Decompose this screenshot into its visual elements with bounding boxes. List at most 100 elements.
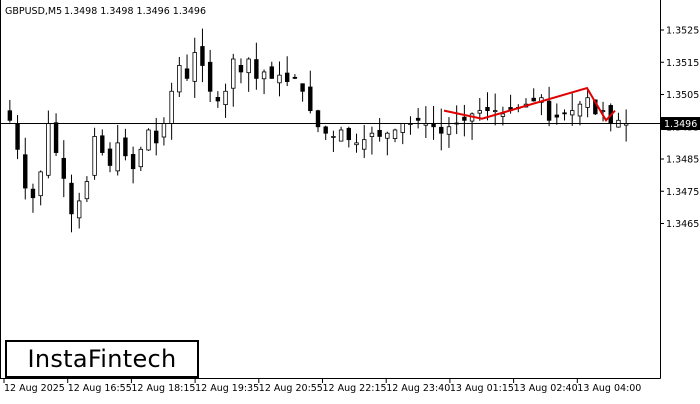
candle xyxy=(84,176,90,203)
candle-body xyxy=(138,148,144,168)
x-tick-label: 12 Aug 2025 xyxy=(4,383,65,394)
candle-body xyxy=(531,97,536,102)
candle xyxy=(331,130,336,152)
symbol-label: GBPUSD,M5 xyxy=(5,6,62,17)
candle-body xyxy=(284,72,290,82)
candle-body xyxy=(169,90,174,124)
candle xyxy=(415,108,421,129)
candle xyxy=(570,93,575,126)
candle-body xyxy=(392,129,398,139)
candle xyxy=(377,118,382,142)
candle-body xyxy=(15,123,20,150)
candle xyxy=(23,137,28,200)
current-price-tag xyxy=(661,117,700,131)
x-tick-label: 13 Aug 02:40 xyxy=(514,383,578,394)
candle-body xyxy=(30,188,36,199)
x-tick-label: 12 Aug 20:55 xyxy=(259,383,323,394)
candle-body xyxy=(261,71,267,80)
candle-body xyxy=(69,182,74,215)
candle-body xyxy=(130,154,136,170)
candle-body xyxy=(439,126,444,134)
y-tick-label: 1.3525 xyxy=(666,26,699,37)
candle-body xyxy=(338,129,344,142)
candle-body xyxy=(369,132,375,137)
candle xyxy=(346,126,352,148)
candle xyxy=(177,56,182,98)
ohlc-values: 1.3498 1.3498 1.3496 1.3496 xyxy=(64,6,206,17)
candle-body xyxy=(92,136,97,176)
candle-body xyxy=(562,112,567,115)
x-tick-label: 13 Aug 01:15 xyxy=(450,383,514,394)
candle-body xyxy=(231,58,236,89)
candle-body xyxy=(362,139,367,150)
y-tick-label: 1.3505 xyxy=(666,90,699,101)
candle xyxy=(192,37,197,98)
candle-body xyxy=(7,110,13,121)
candle-body xyxy=(246,58,251,74)
candle xyxy=(300,83,305,102)
candle xyxy=(30,183,36,213)
candle-body xyxy=(354,142,359,146)
candle xyxy=(277,61,282,97)
candle-body xyxy=(492,110,498,113)
current-price-label: 1.3496 xyxy=(664,119,697,130)
candle-body xyxy=(38,171,43,197)
candle xyxy=(338,126,344,142)
candle-body xyxy=(415,117,421,121)
candle xyxy=(184,54,190,81)
candle xyxy=(215,91,221,108)
candle-body xyxy=(154,130,159,144)
candle-body xyxy=(61,157,66,179)
candle xyxy=(7,99,13,123)
candle xyxy=(577,101,583,126)
candle-body xyxy=(331,136,336,138)
candle-body xyxy=(269,66,274,79)
candle-body xyxy=(84,181,90,200)
candle xyxy=(546,86,552,127)
candle-body xyxy=(485,106,490,112)
candle xyxy=(492,93,498,126)
candle-body xyxy=(577,103,583,117)
candle-body xyxy=(346,127,352,141)
y-tick-label: 1.3475 xyxy=(666,187,699,198)
candle xyxy=(115,124,120,176)
x-tick-label: 12 Aug 23:40 xyxy=(386,383,450,394)
candle xyxy=(92,127,97,180)
brand-logo: InstaFintech xyxy=(5,340,199,378)
candle xyxy=(38,170,43,206)
candle xyxy=(138,146,144,172)
candle-body xyxy=(100,135,105,153)
candle-body xyxy=(146,129,151,151)
candle-body xyxy=(315,110,321,128)
candle-body xyxy=(184,68,190,79)
candle-body xyxy=(23,154,28,189)
candle xyxy=(292,74,298,80)
candle xyxy=(154,117,159,156)
candle xyxy=(308,70,313,114)
candle-body xyxy=(254,59,259,79)
candle-body xyxy=(292,76,298,79)
candle xyxy=(354,133,359,153)
candle xyxy=(223,83,228,118)
candle xyxy=(146,128,151,151)
candle-body xyxy=(554,114,560,118)
pattern-overlay xyxy=(443,86,616,122)
candle-body xyxy=(53,122,59,153)
candle xyxy=(130,146,136,184)
candle xyxy=(462,104,467,137)
candle xyxy=(123,128,128,161)
candle xyxy=(254,42,259,90)
candle xyxy=(269,61,274,79)
candle xyxy=(107,142,113,173)
candle-body xyxy=(192,52,197,82)
candle xyxy=(385,131,390,156)
candle xyxy=(531,88,536,102)
brand-logo-text: InstaFintech xyxy=(27,345,177,373)
candle-body xyxy=(385,132,390,139)
y-tick-label: 1.3515 xyxy=(666,58,699,69)
candle xyxy=(261,69,267,95)
candle xyxy=(100,129,105,156)
candle xyxy=(200,28,205,83)
